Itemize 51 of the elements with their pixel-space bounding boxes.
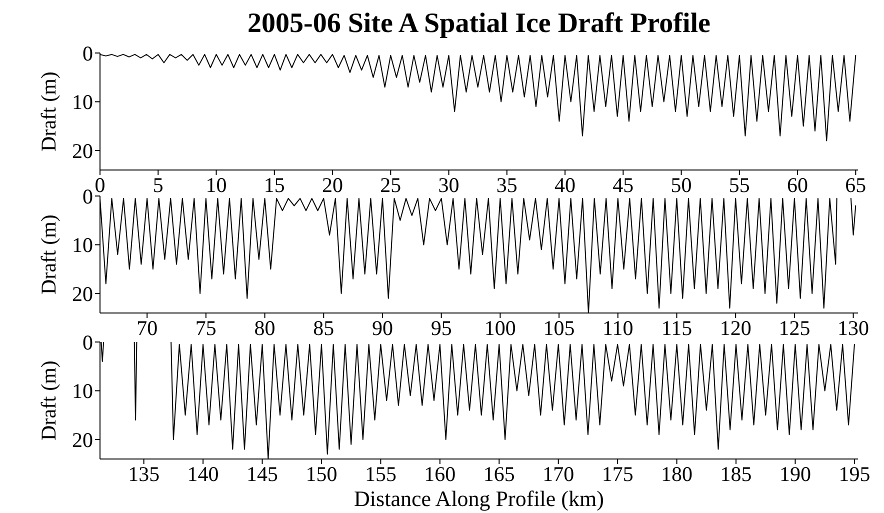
x-tick-label: 95 [430, 316, 452, 340]
y-tick-label: 10 [72, 233, 93, 258]
x-tick-label: 165 [483, 462, 515, 486]
x-tick-label: 110 [602, 316, 634, 340]
x-tick-label: 180 [661, 462, 693, 486]
x-tick-label: 75 [195, 316, 216, 340]
x-tick-label: 160 [424, 462, 456, 486]
x-tick-label: 170 [542, 462, 574, 486]
y-tick-label: 20 [72, 282, 93, 306]
x-tick-label: 50 [670, 172, 692, 197]
x-tick-label: 5 [152, 172, 164, 197]
x-tick-label: 35 [496, 172, 518, 197]
x-tick-label: 195 [838, 462, 870, 486]
x-tick-label: 105 [543, 316, 575, 340]
x-tick-label: 20 [322, 172, 344, 197]
x-tick-label: 115 [661, 316, 692, 340]
x-tick-label: 145 [246, 462, 278, 486]
x-tick-label: 155 [364, 462, 396, 486]
chart-title: 2005-06 Site A Spatial Ice Draft Profile [246, 8, 712, 40]
x-tick-label: 45 [612, 172, 634, 197]
y-axis-title: Draft (m) [36, 72, 60, 152]
x-axis-title: Distance Along Profile (km) [353, 486, 605, 511]
x-tick-label: 10 [206, 172, 227, 197]
x-tick-label: 40 [554, 172, 576, 197]
x-tick-label: 85 [313, 316, 334, 340]
x-tick-label: 100 [484, 316, 516, 340]
x-tick-label: 80 [254, 316, 276, 340]
x-tick-label: 65 [845, 172, 866, 197]
x-tick-label: 150 [306, 462, 338, 486]
x-tick-label: 135 [128, 462, 160, 486]
x-tick-label: 190 [779, 462, 811, 486]
x-tick-label: 120 [720, 316, 752, 340]
x-tick-label: 185 [720, 462, 752, 486]
y-tick-label: 10 [72, 379, 93, 404]
y-tick-label: 20 [72, 138, 93, 163]
x-tick-label: 55 [728, 172, 750, 197]
x-tick-label: 25 [380, 172, 402, 197]
x-tick-label: 140 [187, 462, 219, 486]
x-tick-label: 90 [372, 316, 393, 340]
y-tick-label: 10 [72, 90, 93, 114]
x-tick-label: 125 [778, 316, 810, 340]
x-tick-label: 70 [136, 316, 158, 340]
x-tick-label: 15 [264, 172, 285, 197]
x-tick-label: 130 [838, 316, 870, 340]
y-tick-label: 20 [72, 428, 93, 452]
y-axis-title: Draft (m) [36, 214, 60, 294]
x-tick-label: 30 [438, 172, 460, 197]
x-tick-label: 175 [602, 462, 634, 486]
x-tick-label: 60 [787, 172, 808, 197]
y-tick-label: 0 [82, 41, 93, 66]
y-axis-title: Draft (m) [36, 360, 60, 440]
